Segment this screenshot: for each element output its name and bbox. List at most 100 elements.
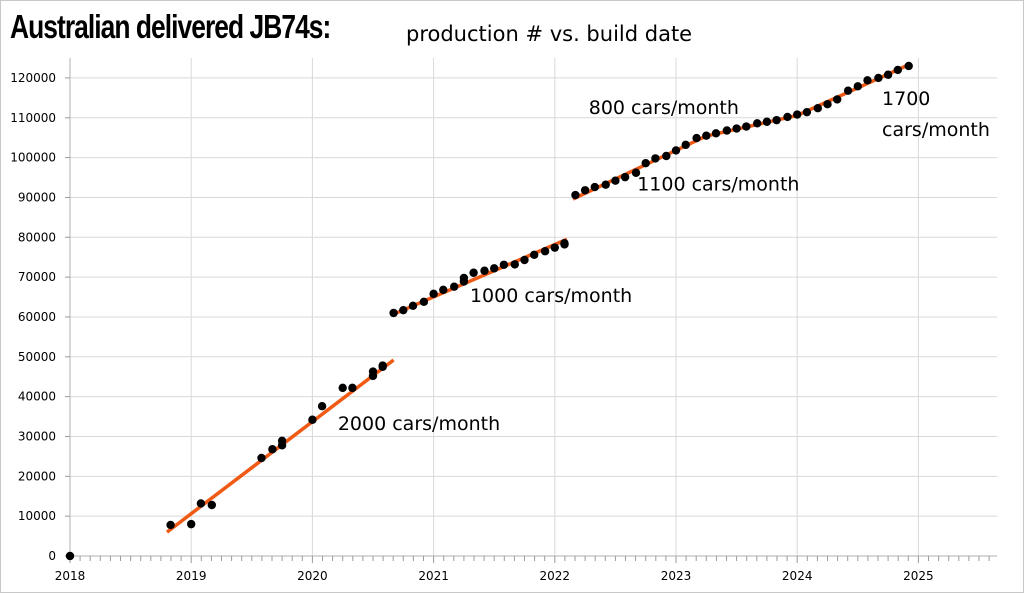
data-point xyxy=(166,520,175,530)
data-point xyxy=(196,499,206,508)
data-point xyxy=(874,73,883,83)
data-point xyxy=(571,190,580,200)
x-tick-label: 2022 xyxy=(540,569,571,583)
data-point xyxy=(399,305,408,315)
data-point xyxy=(823,100,832,109)
rate-annotation: 1700 xyxy=(882,88,930,110)
grid-layer xyxy=(70,58,998,556)
y-tick-label: 120000 xyxy=(10,71,56,85)
rate-annotation: 800 cars/month xyxy=(589,97,739,119)
y-tick-label: 100000 xyxy=(10,151,56,165)
data-point xyxy=(802,107,812,117)
trendline xyxy=(705,113,798,138)
data-point xyxy=(419,297,429,307)
x-tick-label: 2023 xyxy=(661,569,692,583)
y-tick-label: 60000 xyxy=(18,310,56,324)
data-point xyxy=(732,124,741,133)
data-point xyxy=(863,76,872,85)
data-point xyxy=(601,180,610,189)
data-point xyxy=(469,268,478,277)
data-point xyxy=(641,158,650,168)
data-point xyxy=(277,441,287,450)
data-point xyxy=(620,172,630,182)
data-point xyxy=(338,383,347,393)
data-point xyxy=(692,133,701,143)
data-point xyxy=(611,176,620,185)
data-point xyxy=(904,61,913,71)
data-point xyxy=(378,361,387,370)
data-point xyxy=(348,383,357,393)
data-point xyxy=(772,115,781,125)
chart-title-main: Australian delivered JB74s: xyxy=(10,8,331,45)
data-point xyxy=(257,453,266,463)
x-tick-label: 2019 xyxy=(176,569,207,583)
data-point xyxy=(662,151,671,161)
data-point xyxy=(813,103,823,113)
data-point xyxy=(368,371,378,381)
axis-layer xyxy=(65,58,998,563)
data-point xyxy=(429,289,438,299)
data-point xyxy=(843,86,853,95)
data-point xyxy=(722,126,732,135)
data-point xyxy=(762,117,772,126)
data-point xyxy=(268,445,277,454)
data-point xyxy=(580,186,590,195)
data-point xyxy=(490,264,499,273)
x-tick-label: 2024 xyxy=(782,569,813,583)
data-point xyxy=(308,415,317,424)
y-tick-label: 40000 xyxy=(18,390,56,404)
data-point xyxy=(853,82,862,91)
data-point xyxy=(187,519,196,529)
data-point xyxy=(832,95,842,104)
label-layer: 0 10000 20000 30000 40000 50000 60000 70000 8000… xyxy=(10,71,990,583)
data-point xyxy=(550,243,559,252)
data-point xyxy=(651,154,660,163)
data-point xyxy=(753,119,762,128)
y-tick-label: 30000 xyxy=(18,429,56,443)
data-point xyxy=(389,308,398,318)
data-point xyxy=(459,277,469,286)
y-tick-label: 50000 xyxy=(18,350,56,364)
data-point xyxy=(883,70,893,79)
data-point xyxy=(499,260,509,269)
rate-annotation: 1000 cars/month xyxy=(470,285,632,307)
data-point xyxy=(560,239,569,248)
data-point xyxy=(742,122,751,131)
data-point xyxy=(520,255,529,265)
chart-title: Australian delivered JB74s: production #… xyxy=(10,8,692,52)
x-tick-label: 2018 xyxy=(55,569,86,583)
data-point xyxy=(207,500,217,510)
x-tick-label: 2020 xyxy=(297,569,328,583)
data-point xyxy=(317,402,327,411)
y-tick-label: 0 xyxy=(48,549,56,563)
rate-annotation: cars/month xyxy=(882,119,990,141)
data-point xyxy=(893,65,902,75)
data-point xyxy=(631,168,641,177)
data-point-layer xyxy=(65,61,913,561)
data-point xyxy=(450,282,459,291)
rate-annotation: 2000 cars/month xyxy=(338,413,500,435)
chart-subtitle: production # vs. build date xyxy=(406,22,693,46)
rate-annotation: 1100 cars/month xyxy=(637,174,799,196)
y-tick-label: 20000 xyxy=(18,469,56,483)
data-point xyxy=(671,146,681,155)
data-point xyxy=(681,140,690,150)
x-tick-label: 2025 xyxy=(903,569,934,583)
data-point xyxy=(439,285,448,295)
data-point xyxy=(408,301,418,311)
data-point xyxy=(480,266,489,275)
data-point xyxy=(540,247,550,256)
data-point xyxy=(510,260,520,269)
data-point xyxy=(711,129,721,138)
data-point xyxy=(793,110,802,119)
data-point xyxy=(783,112,792,122)
y-tick-label: 110000 xyxy=(10,111,56,125)
y-tick-label: 10000 xyxy=(18,509,56,523)
y-tick-label: 90000 xyxy=(18,190,56,204)
data-point xyxy=(590,182,599,192)
data-point xyxy=(702,131,711,140)
x-tick-label: 2021 xyxy=(418,569,449,583)
y-tick-label: 70000 xyxy=(18,270,56,284)
data-point xyxy=(65,551,75,561)
